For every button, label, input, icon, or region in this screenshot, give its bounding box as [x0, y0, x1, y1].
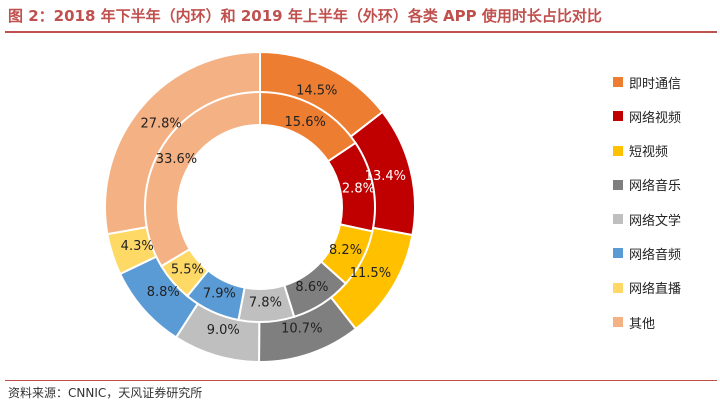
- legend: 即时通信 网络视频 短视频 网络音乐 网络文学 网络音频 网络直播 其他: [613, 72, 717, 346]
- source-divider: [5, 380, 717, 381]
- legend-swatch: [613, 111, 623, 122]
- legend-item: 网络文学: [613, 209, 717, 229]
- legend-label: 网络视频: [629, 110, 682, 126]
- inner-slice-label: 5.5%: [171, 262, 204, 277]
- legend-swatch: [613, 214, 623, 225]
- inner-slice-label: 7.8%: [249, 295, 282, 310]
- legend-label: 网络直播: [629, 282, 682, 298]
- legend-label: 网络文学: [629, 213, 682, 229]
- legend-item: 其他: [613, 312, 717, 332]
- source-note: 资料来源：CNNIC，天风证券研究所: [8, 386, 203, 400]
- outer-slice-label: 27.8%: [140, 117, 181, 132]
- legend-label: 网络音频: [629, 247, 682, 263]
- inner-slice-label: 7.9%: [203, 286, 236, 301]
- legend-swatch: [613, 179, 623, 190]
- legend-swatch: [613, 248, 623, 259]
- legend-swatch: [613, 317, 623, 328]
- inner-ring-slice: [144, 90, 261, 268]
- legend-item: 网络音频: [613, 243, 717, 263]
- legend-label: 短视频: [629, 145, 669, 161]
- donut-chart: 14.5% 13.4% 11.5% 10.7% 9.0% 8.8% 4.3% 27.8% 15.…: [104, 50, 416, 364]
- legend-item: 即时通信: [613, 72, 717, 92]
- legend-item: 网络直播: [613, 278, 717, 298]
- legend-swatch: [613, 282, 623, 293]
- outer-slice-label: 4.3%: [121, 239, 154, 254]
- legend-item: 网络音乐: [613, 175, 717, 195]
- outer-slice-label: 14.5%: [296, 84, 337, 99]
- inner-slice-label: 12.8%: [334, 182, 375, 197]
- outer-slice-label: 13.4%: [365, 169, 406, 184]
- outer-slice-label: 8.8%: [147, 285, 180, 300]
- legend-label: 其他: [629, 316, 656, 332]
- inner-slice-label: 8.2%: [329, 243, 362, 258]
- chart-title: 图 2：2018 年下半年（内环）和 2019 年上半年（外环）各类 APP 使…: [8, 7, 602, 25]
- legend-label: 网络音乐: [629, 179, 682, 195]
- inner-slice-label: 33.6%: [156, 152, 197, 167]
- inner-slice-label: 15.6%: [285, 115, 326, 130]
- legend-label: 即时通信: [629, 76, 682, 92]
- legend-swatch: [613, 145, 623, 156]
- legend-swatch: [613, 77, 623, 87]
- inner-slice-label: 8.6%: [295, 280, 328, 295]
- outer-slice-label: 9.0%: [207, 323, 240, 338]
- outer-slice-label: 11.5%: [350, 266, 391, 281]
- outer-slice-label: 10.7%: [281, 322, 322, 337]
- legend-item: 短视频: [613, 141, 717, 161]
- legend-item: 网络视频: [613, 106, 717, 126]
- title-divider: [5, 31, 717, 33]
